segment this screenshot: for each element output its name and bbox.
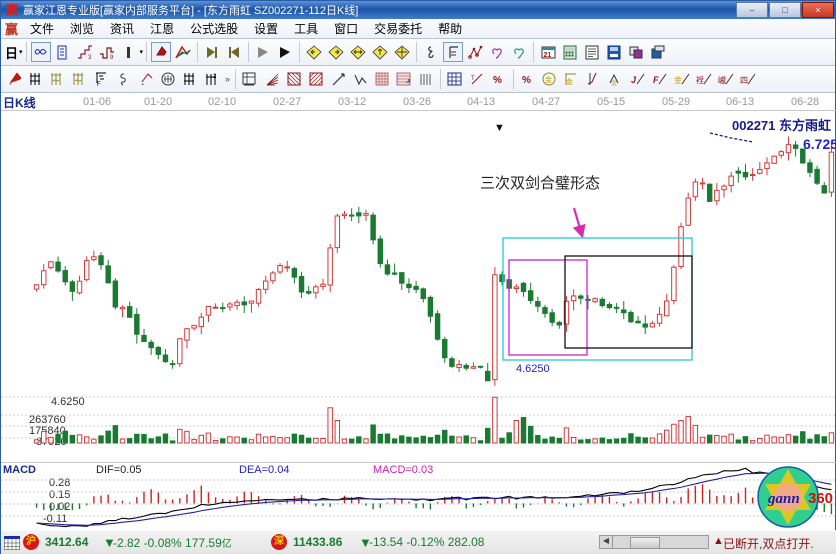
svg-text:T: T	[471, 76, 475, 82]
svg-text:裎: 裎	[696, 75, 704, 85]
svg-text:金: 金	[611, 79, 617, 87]
svg-text:2: 2	[213, 74, 217, 80]
svg-text:金: 金	[566, 77, 573, 86]
svg-text:gann: gann	[767, 491, 800, 507]
svg-text:赢: 赢	[6, 3, 18, 17]
svg-text:巇: 巇	[718, 75, 726, 85]
svg-text:9: 9	[110, 55, 114, 60]
svg-text:四: 四	[740, 76, 748, 85]
svg-text:J: J	[631, 75, 637, 85]
svg-text:3: 3	[88, 55, 92, 60]
svg-text:21: 21	[543, 52, 551, 59]
svg-text:%: %	[493, 75, 502, 86]
svg-text:360: 360	[808, 490, 833, 507]
svg-text:%: %	[522, 75, 531, 86]
svg-text:金: 金	[545, 75, 552, 84]
svg-text:F: F	[97, 82, 101, 87]
svg-text:金: 金	[674, 75, 682, 85]
svg-text:F: F	[653, 75, 659, 85]
